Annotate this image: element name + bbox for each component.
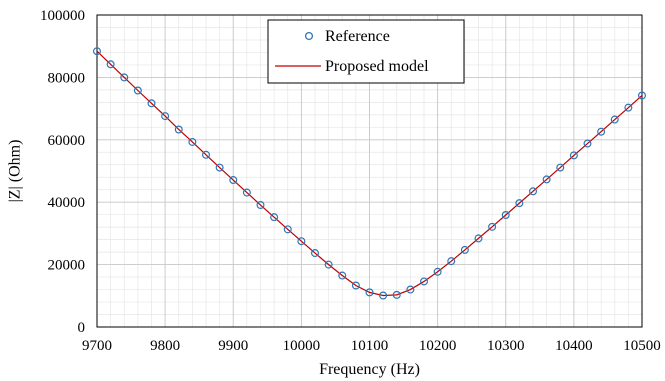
x-axis-ticks: 9700 9800 9900 10000 10100 10200 10300 10400 105… <box>82 338 661 354</box>
x-tick-label: 9800 <box>150 338 180 354</box>
legend-label-reference: Reference <box>325 28 390 45</box>
y-tick-label: 60000 <box>48 133 86 149</box>
legend: Reference Proposed model <box>268 20 464 83</box>
y-tick-label: 100000 <box>40 8 85 24</box>
x-tick-label: 10400 <box>555 338 593 354</box>
y-tick-label: 0 <box>78 320 86 336</box>
x-tick-label: 10200 <box>419 338 457 354</box>
x-tick-label: 10300 <box>487 338 525 354</box>
x-tick-label: 9700 <box>82 338 112 354</box>
x-tick-label: 10500 <box>623 338 661 354</box>
y-axis-label: |Z| (Ohm) <box>7 140 24 203</box>
x-tick-label: 10100 <box>351 338 389 354</box>
y-tick-label: 40000 <box>48 195 86 211</box>
x-tick-label: 9900 <box>218 338 248 354</box>
legend-label-proposed-model: Proposed model <box>325 58 429 75</box>
y-tick-label: 20000 <box>48 258 86 274</box>
y-axis-ticks: 0 20000 40000 60000 80000 100000 <box>40 8 85 336</box>
y-tick-label: 80000 <box>48 70 86 86</box>
x-tick-label: 10000 <box>283 338 321 354</box>
x-axis-label: Frequency (Hz) <box>319 361 420 378</box>
